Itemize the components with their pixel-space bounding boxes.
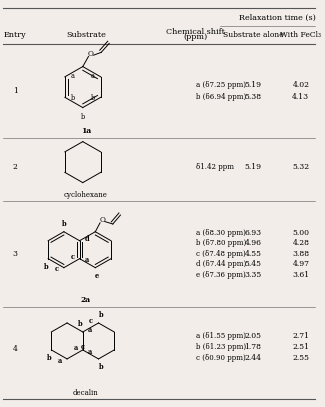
Text: e (δ7.36 ppm): e (δ7.36 ppm) (196, 271, 245, 279)
Text: c (δ7.48 ppm): c (δ7.48 ppm) (196, 250, 245, 258)
Text: 3.61: 3.61 (292, 271, 309, 279)
Text: With FeCl₃: With FeCl₃ (280, 31, 321, 39)
Text: b: b (91, 94, 95, 102)
Text: b: b (81, 112, 85, 120)
Text: 5.38: 5.38 (244, 93, 262, 101)
Text: 4.13: 4.13 (292, 93, 309, 101)
Text: 1.78: 1.78 (245, 343, 262, 351)
Text: 2a: 2a (81, 295, 91, 304)
Text: b: b (44, 263, 49, 271)
Text: 3.88: 3.88 (292, 250, 309, 258)
Text: decalin: decalin (73, 389, 99, 397)
Text: 4.02: 4.02 (292, 81, 309, 90)
Text: Relaxation time (s): Relaxation time (s) (239, 14, 315, 22)
Text: 1: 1 (13, 87, 18, 95)
Text: a (δ8.30 ppm): a (δ8.30 ppm) (196, 229, 246, 236)
Text: 6.93: 6.93 (244, 229, 262, 236)
Text: 2: 2 (13, 163, 18, 171)
Text: 2.55: 2.55 (292, 354, 309, 362)
Text: c: c (89, 317, 93, 325)
Text: O: O (88, 50, 94, 58)
Text: b: b (61, 220, 66, 228)
Text: cyclohexane: cyclohexane (64, 191, 108, 199)
Text: Substrate: Substrate (66, 31, 106, 39)
Text: 4.55: 4.55 (245, 250, 262, 258)
Text: c: c (71, 254, 74, 261)
Text: 4.28: 4.28 (292, 239, 309, 247)
Text: a: a (74, 344, 78, 352)
Text: b: b (46, 354, 51, 362)
Text: 4: 4 (13, 345, 18, 353)
Text: c (δ0.90 ppm): c (δ0.90 ppm) (196, 354, 245, 362)
Text: a (δ1.55 ppm): a (δ1.55 ppm) (196, 333, 246, 341)
Text: (ppm): (ppm) (184, 33, 208, 42)
Text: 5.19: 5.19 (245, 163, 262, 171)
Text: e: e (95, 272, 99, 280)
Text: O: O (100, 217, 106, 224)
Text: 2.51: 2.51 (292, 343, 309, 351)
Text: 3.35: 3.35 (244, 271, 262, 279)
Text: a: a (91, 72, 95, 80)
Text: 5.00: 5.00 (292, 229, 309, 236)
Text: 4.97: 4.97 (292, 260, 309, 268)
Text: c: c (55, 265, 59, 273)
Text: b (δ7.80 ppm): b (δ7.80 ppm) (196, 239, 246, 247)
Text: b (δ1.23 ppm): b (δ1.23 ppm) (196, 343, 246, 351)
Text: 4.96: 4.96 (245, 239, 262, 247)
Text: 3: 3 (13, 250, 18, 258)
Text: 5.32: 5.32 (292, 163, 309, 171)
Text: 2.44: 2.44 (245, 354, 262, 362)
Text: δ1.42 ppm: δ1.42 ppm (196, 163, 234, 171)
Text: a: a (71, 72, 75, 80)
Text: 2.71: 2.71 (292, 333, 309, 341)
Text: Substrate alone: Substrate alone (223, 31, 283, 39)
Text: d: d (84, 236, 89, 243)
Text: a: a (84, 256, 89, 264)
Text: b (δ6.94 ppm): b (δ6.94 ppm) (196, 93, 246, 101)
Text: b: b (78, 320, 83, 328)
Text: Chemical shift: Chemical shift (166, 28, 225, 36)
Text: 2.05: 2.05 (245, 333, 262, 341)
Text: a: a (88, 326, 92, 334)
Text: 5.19: 5.19 (245, 81, 262, 90)
Text: a (δ7.25 ppm): a (δ7.25 ppm) (196, 81, 246, 90)
Text: Entry: Entry (4, 31, 27, 39)
Text: 5.45: 5.45 (245, 260, 262, 268)
Text: b: b (99, 311, 103, 319)
Text: a: a (58, 357, 62, 365)
Text: b: b (99, 363, 103, 371)
Text: a: a (88, 348, 92, 356)
Text: c: c (81, 344, 85, 352)
Text: d (δ7.44 ppm): d (δ7.44 ppm) (196, 260, 246, 268)
Text: 1a: 1a (81, 127, 91, 135)
Text: b: b (71, 94, 75, 102)
